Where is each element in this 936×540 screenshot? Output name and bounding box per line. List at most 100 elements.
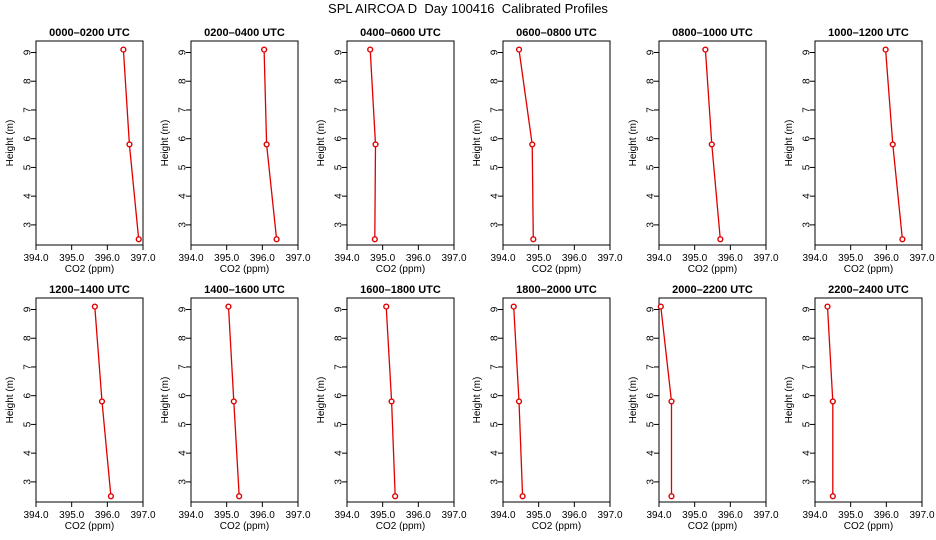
x-tick-label: 395.0 <box>59 510 84 521</box>
y-tick-label: 4 <box>178 450 189 456</box>
y-tick-label: 9 <box>490 306 501 312</box>
profile-point <box>510 303 517 310</box>
y-tick-label: 6 <box>490 392 501 398</box>
y-tick-label: 8 <box>334 78 345 84</box>
x-tick-label: 396.0 <box>250 510 275 521</box>
x-tick-label: 394.0 <box>23 253 48 264</box>
y-tick-label: 9 <box>802 306 813 312</box>
profile-point <box>702 46 709 53</box>
x-axis-label: CO2 (ppm) <box>532 264 581 275</box>
panel-title: 2200–2400 UTC <box>828 284 909 296</box>
y-tick-label: 8 <box>23 78 34 84</box>
y-tick-label: 3 <box>490 222 501 228</box>
x-tick-label: 397.0 <box>285 510 310 521</box>
x-axis-label: CO2 (ppm) <box>844 264 893 275</box>
y-tick-label: 3 <box>802 222 813 228</box>
profile-point <box>107 493 115 500</box>
x-tick-label: 396.0 <box>718 510 743 521</box>
y-tick-label: 7 <box>178 107 189 113</box>
figure-title: SPL AIRCOA D Day 100416 Calibrated Profi… <box>328 1 608 16</box>
x-tick-label: 394.0 <box>334 253 359 264</box>
y-tick-label: 5 <box>802 421 813 427</box>
y-axis-label: Height (m) <box>472 120 483 167</box>
x-axis-label: CO2 (ppm) <box>688 264 737 275</box>
y-axis-label: Height (m) <box>316 120 327 167</box>
y-tick-label: 9 <box>23 306 34 312</box>
x-tick-label: 396.0 <box>95 510 120 521</box>
x-tick-label: 394.0 <box>23 510 48 521</box>
y-tick-label: 4 <box>334 193 345 199</box>
x-axis-label: CO2 (ppm) <box>220 521 269 532</box>
y-tick-label: 4 <box>490 450 501 456</box>
profile-point <box>515 46 523 53</box>
y-tick-label: 3 <box>490 479 501 485</box>
y-axis-label: Height (m) <box>5 377 16 424</box>
y-tick-label: 4 <box>178 193 189 199</box>
plot-frame <box>35 297 144 503</box>
panel-title: 0800–1000 UTC <box>672 27 753 39</box>
profile-point <box>388 398 395 405</box>
x-axis-label: CO2 (ppm) <box>376 264 425 275</box>
x-tick-label: 397.0 <box>753 510 778 521</box>
y-axis-label: Height (m) <box>5 120 16 167</box>
y-tick-label: 5 <box>802 164 813 170</box>
y-tick-label: 6 <box>802 135 813 141</box>
y-tick-label: 9 <box>334 49 345 55</box>
y-axis-label: Height (m) <box>784 377 795 424</box>
y-tick-label: 8 <box>334 335 345 341</box>
y-tick-label: 9 <box>178 49 189 55</box>
y-tick-label: 5 <box>490 164 501 170</box>
y-tick-label: 6 <box>646 135 657 141</box>
profile-point <box>135 236 142 243</box>
profile-point <box>98 398 106 405</box>
y-tick-label: 9 <box>334 306 345 312</box>
panel-title: 1600–1800 UTC <box>360 284 441 296</box>
x-tick-label: 395.0 <box>682 253 707 264</box>
y-tick-label: 8 <box>178 335 189 341</box>
y-tick-label: 5 <box>178 421 189 427</box>
profile-point <box>829 398 836 405</box>
y-tick-label: 4 <box>646 193 657 199</box>
x-tick-label: 397.0 <box>909 510 934 521</box>
x-tick-label: 396.0 <box>874 510 899 521</box>
x-tick-label: 394.0 <box>178 510 203 521</box>
y-tick-label: 4 <box>23 193 34 199</box>
y-tick-label: 7 <box>802 107 813 113</box>
x-tick-label: 396.0 <box>718 253 743 264</box>
x-tick-label: 394.0 <box>646 253 671 264</box>
x-tick-label: 395.0 <box>838 510 863 521</box>
profile-point <box>126 141 133 148</box>
panel-title: 0400–0600 UTC <box>360 27 441 39</box>
x-axis-label: CO2 (ppm) <box>688 521 737 532</box>
plot-frame <box>814 40 923 246</box>
plot-frame <box>35 40 144 246</box>
y-tick-label: 7 <box>646 364 657 370</box>
y-tick-label: 3 <box>334 222 345 228</box>
x-tick-label: 395.0 <box>838 253 863 264</box>
y-tick-label: 7 <box>646 107 657 113</box>
profile-point <box>261 46 268 53</box>
x-tick-label: 396.0 <box>874 253 899 264</box>
x-axis-label: CO2 (ppm) <box>844 521 893 532</box>
profile-point <box>529 141 536 148</box>
panel-title: 0000–0200 UTC <box>49 27 130 39</box>
x-tick-label: 396.0 <box>250 253 275 264</box>
profile-point <box>530 236 537 243</box>
plot-frame <box>502 40 611 246</box>
y-tick-label: 6 <box>802 392 813 398</box>
y-tick-label: 6 <box>23 135 34 141</box>
profile-point <box>367 46 374 53</box>
y-tick-label: 3 <box>178 479 189 485</box>
x-tick-label: 395.0 <box>59 253 84 264</box>
y-tick-label: 7 <box>490 364 501 370</box>
y-axis-label: Height (m) <box>316 377 327 424</box>
y-tick-label: 9 <box>490 49 501 55</box>
x-tick-label: 395.0 <box>370 253 395 264</box>
plot-frame <box>190 40 299 246</box>
x-tick-label: 397.0 <box>753 253 778 264</box>
x-tick-label: 395.0 <box>214 510 239 521</box>
y-tick-label: 5 <box>334 164 345 170</box>
profile-point <box>519 493 526 500</box>
y-tick-label: 4 <box>802 193 813 199</box>
